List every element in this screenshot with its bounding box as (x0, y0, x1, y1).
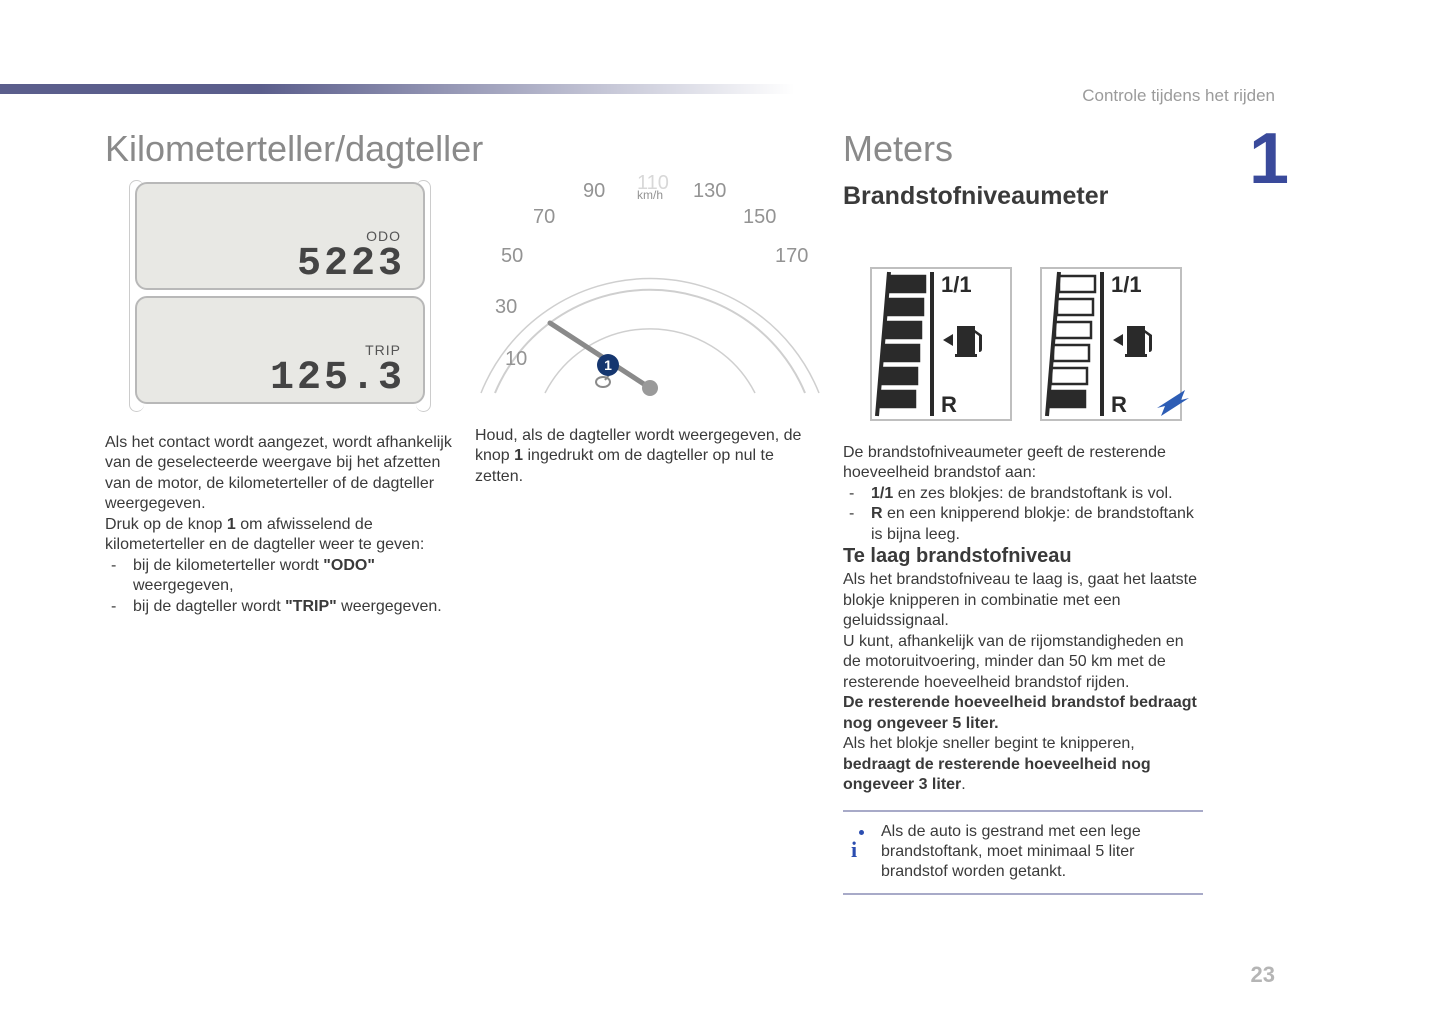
lcd-display-group: ODO 5223 TRIP 125.3 (135, 182, 455, 415)
text: Als het blokje sneller begint te knipper… (843, 735, 1135, 752)
text: Druk op de knop (105, 516, 227, 533)
fuel-gauges: 1/1 R 1/1 R (869, 266, 1203, 421)
column-meters: Meters Brandstofniveaumeter 1/1 R 1/1 R De… (843, 128, 1203, 895)
lcd-odo: ODO 5223 (135, 182, 425, 290)
lcd-trip: TRIP 125.3 (135, 296, 425, 404)
speedo-tick: 110 (637, 172, 669, 195)
col3-p2: U kunt, afhankelijk van de rijomstandigh… (843, 632, 1203, 693)
col3-p1: Als het brandstofniveau te laag is, gaat… (843, 570, 1203, 631)
info-text: Als de auto is gestrand met een lege bra… (881, 822, 1199, 883)
col1-bullets: bij de kilometerteller wordt "ODO" weerg… (105, 556, 455, 617)
col1-title: Kilometerteller/dagteller (105, 128, 455, 170)
fuel-reserve-label: R (1111, 392, 1127, 418)
page-number: 23 (1251, 962, 1275, 988)
col3-heading-lowfuel: Te laag brandstofniveau (843, 545, 1203, 568)
chapter-number: 1 (1249, 118, 1285, 200)
col3-title: Meters (843, 128, 1203, 170)
column-odometer: Kilometerteller/dagteller ODO 5223 TRIP … (105, 128, 455, 617)
speedo-tick: 70 (533, 206, 555, 229)
label-1: 1 (514, 447, 523, 464)
info-callout: i Als de auto is gestrand met een lege b… (843, 810, 1203, 895)
fuel-full-label: 1/1 (1111, 272, 1142, 298)
col1-para-1: Als het contact wordt aangezet, wordt af… (105, 433, 455, 515)
list-item: bij de dagteller wordt "TRIP" weergegeve… (105, 597, 455, 617)
col1-para-2: Druk op de knop 1 om afwisselend de kilo… (105, 515, 455, 556)
col3-intro: De brandstofniveaumeter geeft de restere… (843, 443, 1203, 484)
speedo-tick: 10 (505, 348, 527, 371)
list-item: R en een knipperend blokje: de brandstof… (843, 504, 1203, 545)
speedo-tick: 150 (743, 206, 776, 229)
speedo-tick: 170 (775, 245, 808, 268)
section-header-label: Controle tijdens het rijden (1082, 86, 1275, 106)
label-1: 1 (227, 516, 236, 533)
col2-para: Houd, als de dagteller wordt weergegeven… (475, 426, 825, 487)
col3-p3: De resterende hoeveelheid brandstof bedr… (843, 693, 1203, 734)
odo-value: 5223 (297, 242, 405, 287)
list-item: 1/1 en zes blokjes: de brandstoftank is … (843, 484, 1203, 504)
col3-bullets: 1/1 en zes blokjes: de brandstoftank is … (843, 484, 1203, 545)
speedometer-figure: 1030507090km/h110130150170 1 (475, 178, 825, 398)
speedo-tick: 50 (501, 245, 523, 268)
speedo-tick: 30 (495, 296, 517, 319)
fuel-gauge-low: 1/1 R (1039, 266, 1169, 421)
callout-marker-1: 1 (597, 354, 619, 376)
trip-value: 125.3 (270, 356, 405, 401)
col3-subtitle: Brandstofniveaumeter (843, 182, 1203, 211)
info-icon: i (851, 830, 871, 856)
text: . (961, 776, 965, 793)
fuel-full-label: 1/1 (941, 272, 972, 298)
column-speedo: 1030507090km/h110130150170 1 Houd, als d… (475, 128, 825, 487)
list-item: bij de kilometerteller wordt "ODO" weerg… (105, 556, 455, 597)
col3-p4: Als het blokje sneller begint te knipper… (843, 734, 1203, 795)
speedo-tick: 130 (693, 180, 726, 203)
fuel-reserve-label: R (941, 392, 957, 418)
text-bold: bedraagt de resterende hoeveelheid nog o… (843, 756, 1151, 793)
speedo-tick: 90 (583, 180, 605, 203)
fuel-gauge-full: 1/1 R (869, 266, 999, 421)
